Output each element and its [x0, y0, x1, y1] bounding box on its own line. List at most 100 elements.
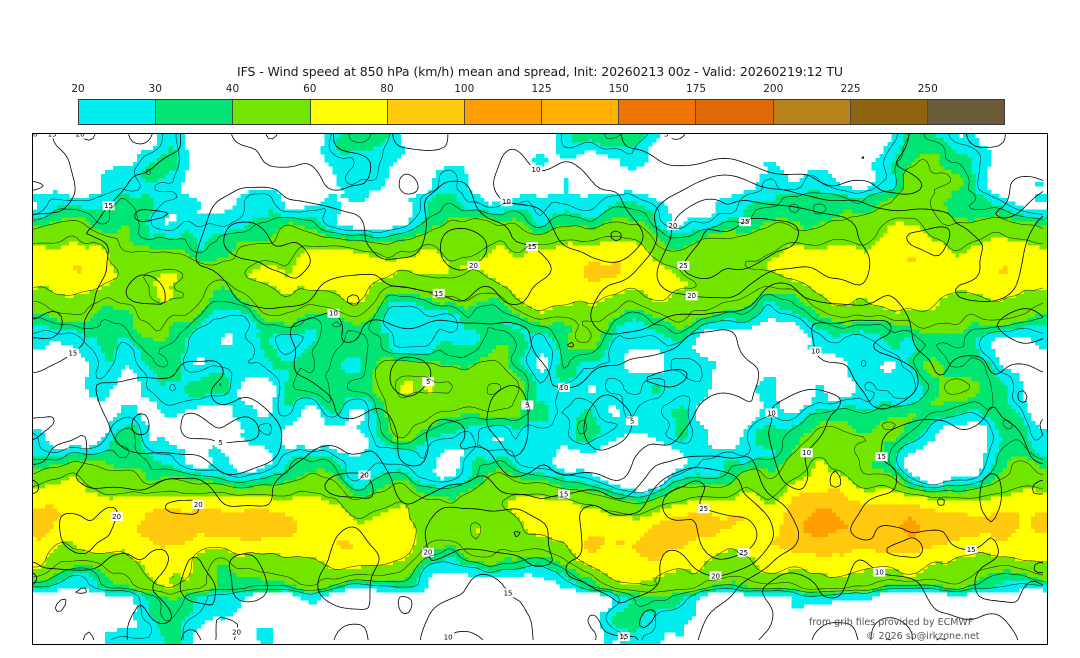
svg-text:15: 15	[528, 243, 537, 251]
field-contour-58	[33, 217, 1044, 588]
svg-text:20: 20	[232, 628, 241, 636]
colorbar-tick-175: 175	[685, 83, 707, 95]
colorbar-segment-80	[387, 100, 465, 124]
svg-text:5: 5	[426, 378, 430, 386]
colorbar-tick-250: 250	[917, 83, 938, 95]
contour-label: 20	[74, 134, 87, 139]
contour-label: 25	[677, 261, 690, 270]
svg-text:15: 15	[48, 134, 57, 138]
colorbar-tick-225: 225	[840, 83, 861, 95]
svg-text:20: 20	[711, 572, 720, 580]
svg-text:20: 20	[469, 262, 478, 270]
svg-text:10: 10	[875, 568, 884, 576]
svg-text:20: 20	[423, 549, 432, 557]
colorbar-segment-200	[773, 100, 851, 124]
colorbar: 20 30 40 60 80 100 125 150 175 200 225 250	[71, 83, 1005, 125]
svg-text:15: 15	[68, 350, 77, 358]
svg-text:10: 10	[329, 310, 338, 318]
contour-label: 10	[800, 448, 813, 458]
svg-text:20: 20	[360, 471, 369, 479]
contour-label: 10	[873, 567, 886, 577]
svg-text:5: 5	[218, 439, 222, 447]
contour-label: 20	[709, 571, 722, 581]
svg-text:10: 10	[560, 384, 569, 392]
field-contour-34	[33, 134, 1044, 622]
contour-label: 20	[421, 547, 434, 557]
svg-text:5: 5	[525, 401, 529, 409]
contour-label: 5	[660, 134, 673, 139]
page-title: IFS - Wind speed at 850 hPa (km/h) mean …	[237, 64, 843, 79]
contour-label: 20	[192, 500, 205, 510]
svg-text:15: 15	[967, 546, 976, 554]
colorbar-segment-60	[310, 100, 388, 124]
colorbar-tick-125: 125	[531, 83, 552, 95]
shaded-region	[33, 153, 1047, 601]
svg-text:15: 15	[104, 202, 113, 210]
contour-label: 10	[530, 165, 542, 175]
svg-text:15: 15	[877, 453, 886, 461]
colorbar-segment-100	[464, 100, 543, 124]
colorbar-segment-40	[233, 100, 311, 124]
contour-label: 5	[214, 438, 227, 448]
contour-label: 25	[737, 548, 750, 558]
contour-label: 10	[442, 632, 455, 642]
colorbar-strip	[78, 99, 1005, 125]
svg-text:20: 20	[76, 134, 85, 138]
colorbar-tick-100: 100	[454, 83, 475, 95]
shaded-region	[33, 134, 1047, 644]
svg-text:25: 25	[699, 505, 708, 513]
svg-text:15: 15	[504, 589, 513, 597]
svg-text:10: 10	[802, 449, 811, 457]
svg-text:10: 10	[502, 198, 511, 206]
colorbar-segment-175	[696, 100, 774, 124]
colorbar-segment-150	[619, 100, 697, 124]
svg-text:25: 25	[679, 262, 688, 270]
contour-label: 15	[66, 348, 79, 358]
contour-label: 10	[765, 408, 778, 418]
contour-label: 5	[626, 416, 639, 426]
svg-text:20: 20	[687, 292, 696, 300]
svg-text:5: 5	[664, 134, 668, 138]
contour-label: 15	[557, 489, 570, 499]
svg-text:10: 10	[444, 634, 453, 642]
svg-text:10: 10	[532, 166, 541, 174]
svg-text:20: 20	[112, 513, 121, 521]
svg-text:10: 10	[33, 134, 37, 139]
contour-label: 20	[230, 627, 243, 637]
colorbar-segment-225	[850, 100, 928, 124]
contour-label: 20	[467, 261, 480, 270]
svg-text:15: 15	[560, 491, 569, 499]
field-contour-44	[33, 158, 1044, 595]
svg-text:20: 20	[668, 222, 677, 230]
contour-label: 5	[521, 400, 534, 410]
contour-label: 20	[666, 221, 679, 231]
contour-label: 15	[502, 588, 515, 598]
svg-text:15: 15	[434, 290, 443, 298]
contour-label: 15	[432, 288, 445, 298]
contour-label: 10	[557, 383, 570, 392]
contour-label: 20	[685, 291, 698, 301]
colorbar-tick-30: 30	[148, 83, 162, 95]
contour-label: 25	[697, 504, 710, 514]
colorbar-segment-250	[927, 100, 1005, 124]
field-contour-26	[33, 134, 1044, 641]
contour-label: 20	[110, 512, 123, 521]
contour-label: 10	[809, 346, 822, 356]
contour-label: 15	[617, 632, 630, 642]
colorbar-segment-125	[542, 100, 620, 124]
colorbar-segment-20	[79, 100, 157, 124]
colorbar-tick-200: 200	[763, 83, 784, 95]
contour-label: 10	[500, 197, 513, 207]
colorbar-tick-60: 60	[303, 83, 317, 95]
colorbar-tick-20: 20	[71, 83, 85, 95]
contour-label: 15	[102, 201, 115, 211]
contour-label: 5	[422, 377, 435, 387]
colorbar-tick-labels: 20 30 40 60 80 100 125 150 175 200 225 250	[71, 83, 1005, 97]
svg-text:25: 25	[741, 218, 750, 226]
shaded-region	[803, 508, 920, 537]
contour-label: 15	[875, 452, 888, 462]
contour-label: 15	[965, 544, 978, 554]
wind-speed-map: 5 5 5 5 5 10 10 10 10 10 10 10 10 10 10 15 15 15 15 15 15 15 1…	[33, 134, 1047, 644]
colorbar-tick-150: 150	[608, 83, 629, 95]
